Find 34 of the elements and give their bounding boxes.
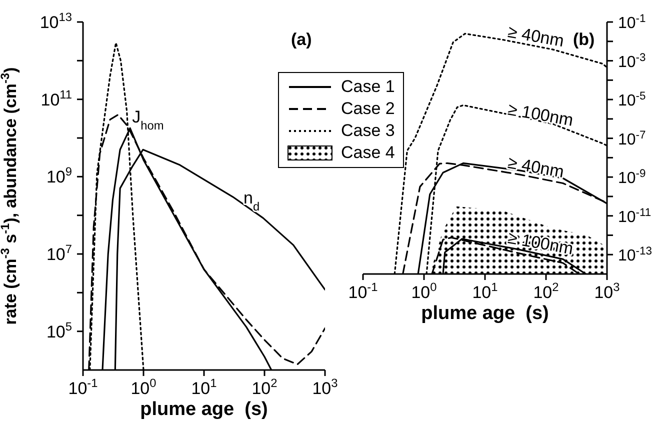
x-tick-label: 10$^{1}$: [191, 376, 218, 398]
x-tick-label: 10$^{0}$: [130, 376, 157, 398]
y-tick-label: 10$^{9}$: [46, 164, 72, 187]
y-tick-label: 10$^{-9}$: [618, 168, 646, 188]
x-tick-label: 10$^{0}$: [411, 280, 438, 302]
y-tick-label: 10$^{-11}$: [618, 206, 652, 226]
annotation: ≥ 40nm: [506, 153, 566, 182]
x-tick-label: 10$^{3}$: [594, 280, 620, 302]
y-tick-label: 10$^{-3}$: [618, 52, 646, 71]
y-tick-label: 10$^{-5}$: [618, 90, 646, 110]
y-tick-label: 10$^{7}$: [46, 242, 72, 264]
legend-label: Case 1: [341, 77, 395, 97]
x-tick-label: 10$^{1}$: [472, 280, 498, 302]
annotation: J$_{hom}$: [132, 108, 164, 133]
y-tick-label: 10$^{11}$: [40, 87, 72, 110]
x-axis-title: plume age (s): [421, 303, 549, 324]
annotation: ≥ 40nm: [506, 22, 566, 51]
x-tick-label: 10$^{2}$: [533, 280, 560, 302]
text: (a): [291, 30, 312, 50]
y-tick-label: 10$^{-1}$: [618, 13, 646, 32]
legend-label: Case 4: [341, 143, 395, 163]
text: (b): [573, 30, 595, 50]
annotation: n$_{d}$: [244, 188, 260, 214]
y-tick-label: 10$^{-7}$: [618, 129, 646, 148]
y-tick-label: 10$^{-13}$: [618, 246, 652, 265]
x-tick-label: 10$^{-1}$: [348, 280, 378, 302]
x-axis-title: plume age (s): [140, 399, 268, 420]
x-tick-label: 10$^{-1}$: [68, 376, 98, 398]
legend-label: Case 3: [341, 121, 395, 141]
legend-label: Case 2: [341, 99, 395, 119]
y-tick-label: 10$^{5}$: [46, 319, 72, 342]
x-tick-label: 10$^{3}$: [312, 376, 338, 398]
y-tick-label: 10$^{13}$: [40, 10, 72, 32]
x-tick-label: 10$^{2}$: [252, 376, 278, 398]
